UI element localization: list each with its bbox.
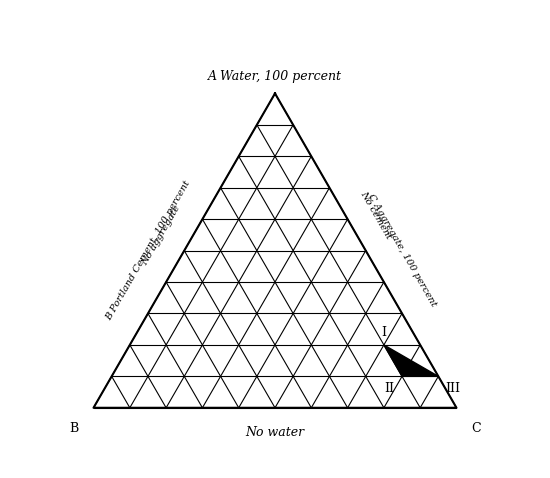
Text: No cement: No cement — [359, 190, 393, 241]
Text: No aggregate: No aggregate — [141, 203, 183, 267]
Text: II: II — [385, 382, 395, 395]
Polygon shape — [384, 345, 438, 376]
Text: No water: No water — [245, 426, 305, 439]
Text: III: III — [446, 382, 460, 395]
Text: C Aggregate, 100 percent: C Aggregate, 100 percent — [366, 193, 438, 308]
Text: I: I — [381, 326, 387, 339]
Text: A Water, 100 percent: A Water, 100 percent — [208, 70, 342, 83]
Text: B: B — [70, 422, 79, 435]
Text: C: C — [471, 422, 481, 435]
Text: B Portland Cement, 100 percent: B Portland Cement, 100 percent — [104, 179, 192, 322]
